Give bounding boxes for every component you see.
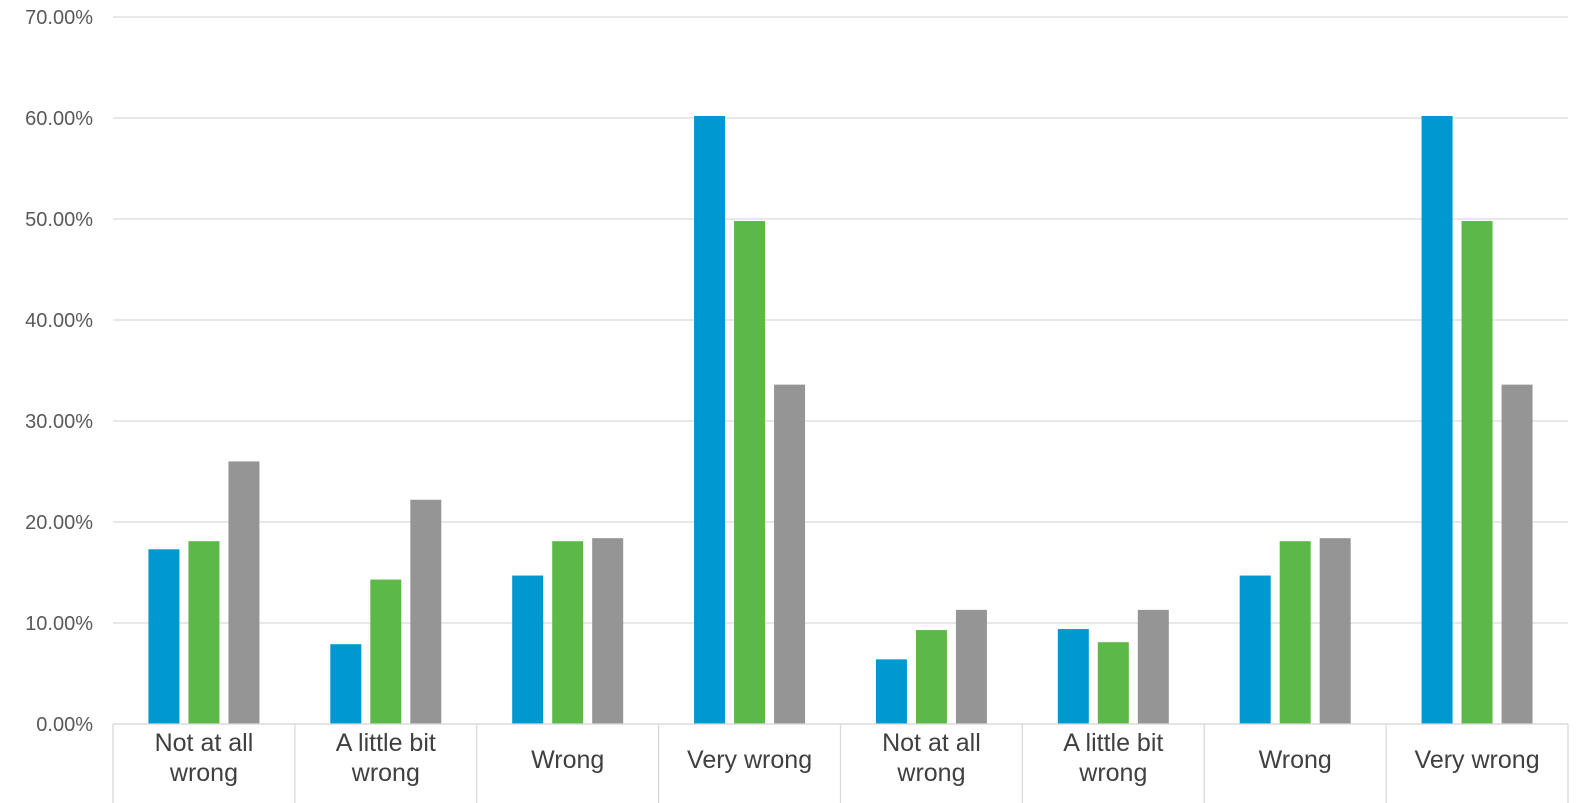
y-tick-label: 30.00% [25, 411, 93, 433]
category-label: Very wrong [1415, 746, 1540, 774]
bars [148, 115, 1533, 725]
y-tick-label: 10.00% [25, 613, 93, 635]
bar [512, 575, 544, 724]
bar [592, 538, 624, 724]
category-label: Very wrong [687, 746, 812, 774]
category-label: Wrong [531, 746, 604, 774]
category-label: A little bit [1063, 729, 1163, 757]
bar [370, 579, 402, 724]
bar [188, 541, 220, 724]
category-label: wrong [1078, 759, 1147, 787]
y-tick-label: 70.00% [25, 7, 93, 29]
bar [552, 541, 584, 724]
category-label: A little bit [336, 729, 436, 757]
bar [955, 609, 987, 724]
bar [410, 499, 442, 724]
category-label: Not at all [155, 729, 254, 757]
bar [1057, 629, 1089, 724]
bar [1501, 384, 1533, 724]
bar [1461, 221, 1493, 724]
y-tick-label: 50.00% [25, 209, 93, 231]
bar [774, 384, 806, 724]
bar [1319, 538, 1351, 724]
category-label: wrong [896, 759, 965, 787]
category-label: wrong [351, 759, 420, 787]
bar [1239, 575, 1271, 724]
bar [1137, 609, 1169, 724]
bar [915, 630, 947, 724]
bar [1421, 115, 1453, 725]
y-tick-label: 40.00% [25, 310, 93, 332]
bar [1097, 642, 1129, 724]
category-label: Not at all [882, 729, 981, 757]
bar [875, 659, 907, 724]
y-axis-tick-labels: 0.00% 10.00% 20.00% 30.00% 40.00% 50.00% 60.00… [25, 7, 93, 736]
bar [694, 115, 726, 725]
bar [734, 221, 766, 724]
bar [228, 461, 260, 724]
y-tick-label: 60.00% [25, 108, 93, 130]
y-tick-label: 20.00% [25, 512, 93, 534]
bar [148, 549, 180, 724]
category-label: wrong [169, 759, 238, 787]
bar [330, 644, 362, 724]
category-label: Wrong [1259, 746, 1332, 774]
bar [1279, 541, 1311, 724]
y-tick-label: 0.00% [36, 714, 93, 736]
gridlines [113, 16, 1568, 725]
